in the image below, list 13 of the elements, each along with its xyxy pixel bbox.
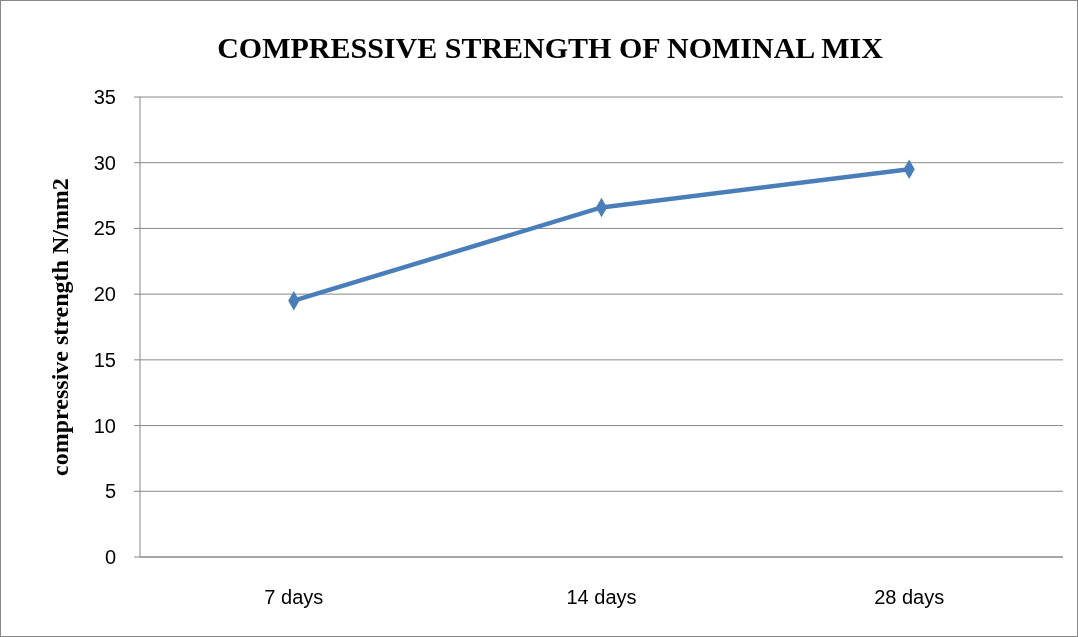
y-tick-label: 5 (104, 480, 116, 503)
y-tick-label: 30 (93, 151, 116, 174)
x-tick-label: 28 days (874, 586, 945, 608)
x-tick-label: 14 days (566, 586, 637, 608)
y-tick-label: 10 (93, 414, 116, 437)
y-tick-label: 20 (93, 283, 116, 306)
x-tick-label: 7 days (264, 586, 324, 608)
y-tick-label: 0 (104, 546, 116, 568)
y-tick-label: 35 (93, 86, 116, 108)
y-tick-label: 15 (93, 348, 116, 371)
y-axis-title: compressive strength N/mm2 (47, 178, 73, 476)
chart-title: COMPRESSIVE STRENGTH OF NOMINAL MIX (217, 31, 884, 64)
y-tick-label: 25 (93, 217, 116, 240)
